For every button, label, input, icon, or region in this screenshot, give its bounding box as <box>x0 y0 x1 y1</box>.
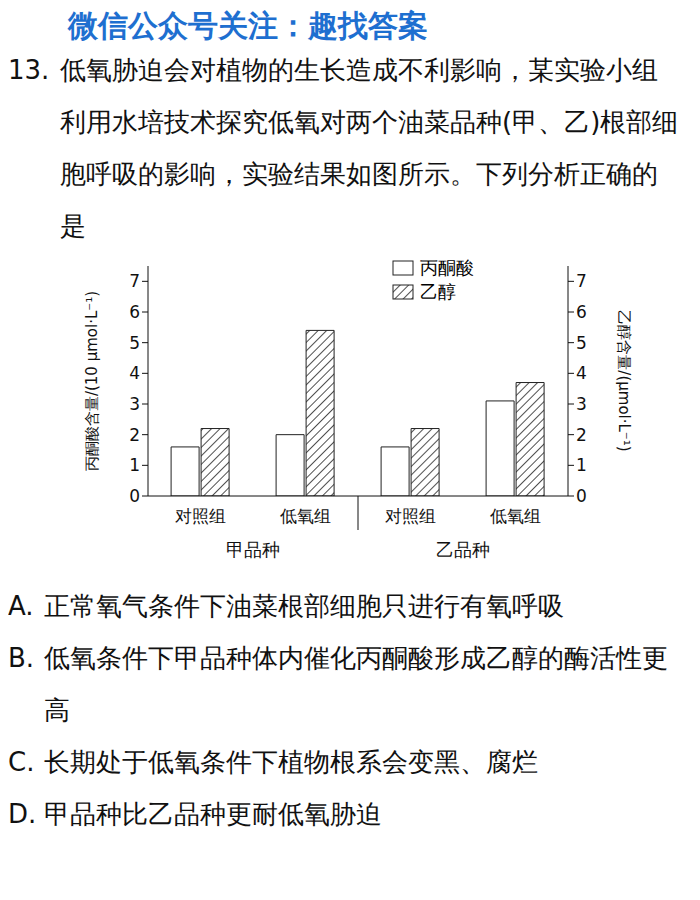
svg-text:0: 0 <box>129 486 140 506</box>
svg-text:6: 6 <box>576 302 587 322</box>
svg-text:1: 1 <box>576 455 587 475</box>
html-text:C. 长期处于低氧条件下植物根系会变黑、腐烂: C. 长期处于低氧条件下植物根系会变黑、腐烂 <box>8 747 538 777</box>
svg-text:低氧组: 低氧组 <box>490 506 541 526</box>
html-text:乙醇: 乙醇 <box>419 281 456 302</box>
svg-text:7: 7 <box>129 271 140 291</box>
svg-text:6: 6 <box>129 302 140 322</box>
svg-text:4: 4 <box>576 363 587 383</box>
svg-text:4: 4 <box>129 363 140 383</box>
svg-text:甲品种: 甲品种 <box>226 539 280 560</box>
svg-text:乙品种: 乙品种 <box>436 539 490 560</box>
html-text:D. 甲品种比乙品种更耐低氧胁迫: D. 甲品种比乙品种更耐低氧胁迫 <box>8 799 382 829</box>
svg-text:7: 7 <box>576 271 587 291</box>
svg-text:低氧组: 低氧组 <box>280 506 331 526</box>
html-text:丙酮酸: 丙酮酸 <box>419 257 474 278</box>
svg-text:0: 0 <box>576 486 587 506</box>
html-text:13. 低氧胁迫会对植物的生长造成不利影响，某实验小组利用水: 13. 低氧胁迫会对植物的生长造成不利影响，某实验小组利用水培技术探究低氧对两个… <box>8 55 679 241</box>
svg-text:1: 1 <box>129 455 140 475</box>
html-text:A. 正常氧气条件下油菜根部细胞只进行有氧呼吸: A. 正常氧气条件下油菜根部细胞只进行有氧呼吸 <box>8 591 564 621</box>
svg-text:对照组: 对照组 <box>385 506 436 526</box>
svg-text:对照组: 对照组 <box>175 506 226 526</box>
html-text:微信公众号关注：趣找答案: 微信公众号关注：趣找答案 <box>68 8 428 43</box>
svg-text:乙醇含量/(μmol·L⁻¹): 乙醇含量/(μmol·L⁻¹) <box>615 310 633 451</box>
svg-text:2: 2 <box>576 425 587 445</box>
svg-text:丙酮酸含量/(10 μmol·L⁻¹): 丙酮酸含量/(10 μmol·L⁻¹) <box>83 291 101 471</box>
html-text:B. 低氧条件下甲品种体内催化丙酮酸形成乙醇的酶活性更高: B. 低氧条件下甲品种体内催化丙酮酸形成乙醇的酶活性更高 <box>8 643 668 725</box>
svg-text:5: 5 <box>129 333 140 353</box>
svg-text:3: 3 <box>576 394 587 414</box>
svg-text:2: 2 <box>129 425 140 445</box>
svg-text:5: 5 <box>576 333 587 353</box>
svg-text:3: 3 <box>129 394 140 414</box>
